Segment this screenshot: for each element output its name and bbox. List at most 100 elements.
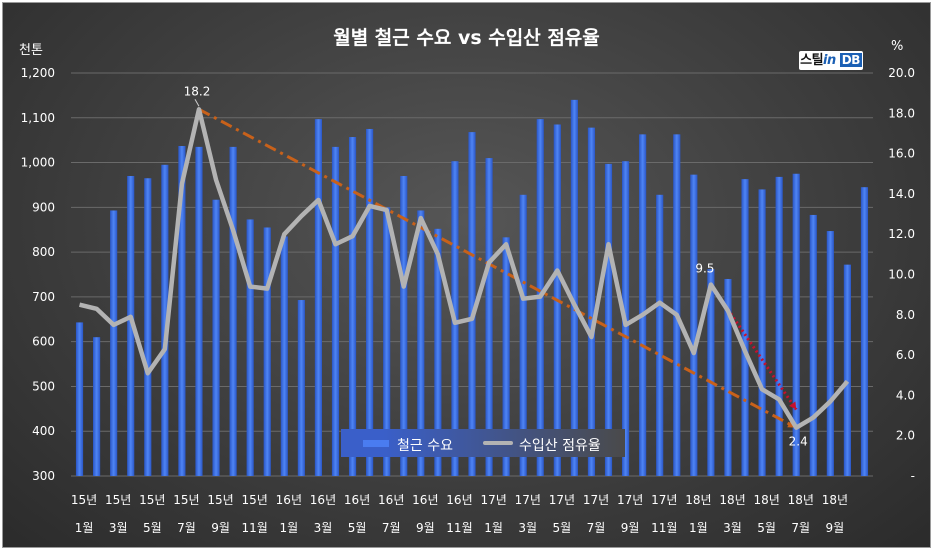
y-right-tick-label: 12.0: [888, 227, 915, 241]
x-tick-month-label: 7월: [791, 521, 810, 535]
x-tick-month-label: 11월: [651, 521, 677, 535]
demand-bar: [707, 269, 715, 476]
x-tick-year-label: 15년: [173, 493, 199, 507]
demand-bar: [843, 264, 851, 476]
demand-bar: [144, 178, 152, 476]
data-label: 18.2: [184, 84, 211, 98]
demand-bar: [331, 146, 340, 476]
demand-bar: [348, 137, 357, 476]
demand-bar: [434, 228, 442, 476]
demand-bar: [639, 134, 647, 476]
x-tick-month-label: 7월: [587, 521, 606, 535]
x-tick-year-label: 15년: [139, 493, 165, 507]
x-tick-month-label: 5월: [143, 521, 162, 535]
x-tick-month-label: 1월: [689, 521, 708, 535]
demand-bar: [280, 236, 288, 476]
x-tick-year-label: 18년: [719, 493, 745, 507]
x-tick-month-label: 1월: [75, 521, 94, 535]
x-tick-month-label: 1월: [279, 521, 298, 535]
x-tick-year-label: 17년: [583, 493, 609, 507]
legend-label-import-share: 수입산 점유율: [519, 438, 601, 454]
y-right-tick-label: 18.0: [888, 106, 915, 120]
demand-bar: [656, 194, 664, 476]
x-tick-year-label: 17년: [549, 493, 575, 507]
y-left-tick-label: 1,200: [21, 66, 55, 80]
legend-line-swatch: [483, 441, 513, 445]
demand-bar: [178, 145, 186, 476]
chart-plot: 300 400 500 600 700 800 900 1,000 1,100 1,200 - 2.0…: [21, 66, 915, 535]
legend-label-demand: 철근 수요: [397, 438, 453, 454]
demand-bar: [161, 164, 169, 477]
y-left-tick-label: 1,000: [21, 156, 55, 170]
y-left-tick-label: 400: [32, 424, 55, 438]
demand-bar: [502, 237, 510, 476]
demand-bar: [758, 189, 766, 476]
chart-title: 월별 철근 수요 vs 수입산 점유율: [333, 27, 600, 49]
x-tick-year-label: 16년: [276, 493, 302, 507]
x-tick-year-label: 18년: [822, 493, 848, 507]
y-right-tick-label: -: [911, 469, 915, 483]
demand-bar: [690, 174, 698, 476]
demand-bar: [485, 158, 493, 477]
demand-bar: [229, 146, 237, 476]
x-tick-month-label: 9월: [211, 521, 230, 535]
y-right-tick-label: 4.0: [896, 388, 915, 402]
x-tick-month-label: 3월: [723, 521, 742, 535]
y-right-tick-label: 16.0: [888, 147, 915, 161]
y-right-tick-label: 8.0: [896, 308, 915, 322]
x-tick-month-label: 7월: [382, 521, 401, 535]
x-tick-month-label: 3월: [109, 521, 128, 535]
x-tick-month-label: 1월: [484, 521, 503, 535]
demand-bar: [775, 176, 783, 476]
demand-bar: [212, 199, 220, 476]
x-tick-month-label: 5월: [348, 521, 367, 535]
x-tick-month-label: 3월: [314, 521, 333, 535]
x-tick-month-label: 9월: [621, 521, 640, 535]
x-tick-year-label: 15년: [71, 493, 97, 507]
y-left-tick-label: 800: [32, 245, 55, 259]
demand-bar: [673, 134, 681, 476]
x-tick-year-label: 16년: [378, 493, 404, 507]
demand-bar: [826, 231, 834, 476]
y-left-tick-label: 300: [32, 469, 55, 483]
y-left-tick-label: 900: [32, 200, 55, 214]
x-tick-year-label: 15년: [207, 493, 233, 507]
demand-bar: [587, 127, 596, 476]
y-right-tick-label: 10.0: [888, 268, 915, 282]
demand-bar: [860, 187, 869, 476]
y-left-tick-label: 500: [32, 379, 55, 393]
demand-bar: [93, 337, 101, 476]
x-tick-year-label: 15년: [242, 493, 268, 507]
x-tick-month-label: 9월: [826, 521, 845, 535]
demand-bar: [75, 322, 84, 476]
x-tick-year-label: 16년: [446, 493, 472, 507]
steel-in-db-logo: 스틸in DB: [799, 51, 863, 70]
x-tick-month-label: 3월: [518, 521, 537, 535]
demand-bar: [741, 179, 749, 476]
demand-bar: [519, 194, 527, 476]
x-tick-month-label: 5월: [553, 521, 572, 535]
data-label: 2.4: [789, 435, 808, 449]
demand-bar: [570, 99, 578, 476]
demand-bar: [263, 227, 271, 476]
x-tick-year-label: 16년: [310, 493, 336, 507]
demand-bar: [468, 132, 476, 476]
x-tick-year-label: 18년: [788, 493, 814, 507]
x-tick-month-label: 11월: [242, 521, 268, 535]
x-tick-month-label: 7월: [177, 521, 196, 535]
x-tick-year-label: 18년: [753, 493, 779, 507]
x-tick-year-label: 16년: [344, 493, 370, 507]
y-left-tick-label: 700: [32, 290, 55, 304]
demand-bar: [314, 119, 323, 477]
x-tick-month-label: 11월: [446, 521, 472, 535]
import-share-line: [79, 107, 850, 430]
demand-bar: [246, 219, 254, 476]
demand-bar: [400, 175, 408, 476]
demand-bar: [110, 210, 118, 476]
demand-bar: [792, 173, 800, 476]
demand-bar: [724, 278, 732, 476]
x-tick-month-label: 9월: [416, 521, 435, 535]
demand-bar: [366, 128, 374, 476]
x-tick-month-label: 5월: [757, 521, 776, 535]
